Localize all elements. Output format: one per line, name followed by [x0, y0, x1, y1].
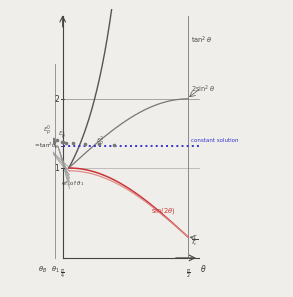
Text: $\sin(2\theta)$: $\sin(2\theta)$ [151, 206, 176, 216]
Text: ef. of $\theta_1$: ef. of $\theta_1$ [61, 179, 84, 188]
Text: $\varepsilon_p^1$: $\varepsilon_p^1$ [58, 128, 67, 143]
Text: $1$: $1$ [54, 162, 60, 173]
Text: $2$: $2$ [54, 93, 60, 104]
Text: constant solution: constant solution [191, 138, 239, 143]
Text: $\frac{\pi}{4}$: $\frac{\pi}{4}$ [60, 267, 65, 280]
Text: $\theta_1$: $\theta_1$ [51, 265, 59, 275]
Text: $\varepsilon_p^0$: $\varepsilon_p^0$ [43, 123, 51, 138]
Text: $2\sin^2\theta$: $2\sin^2\theta$ [191, 84, 215, 95]
Text: $\frac{1}{\lambda_v}$: $\frac{1}{\lambda_v}$ [191, 233, 198, 248]
Text: $\varepsilon_p^2$: $\varepsilon_p^2$ [96, 134, 105, 149]
Text: $\theta$: $\theta$ [200, 263, 207, 274]
Text: $\frac{\pi}{2}$: $\frac{\pi}{2}$ [186, 267, 191, 280]
Text: $=\tan^2\!\theta_B$: $=\tan^2\!\theta_B$ [33, 141, 60, 151]
Text: $\theta_B$: $\theta_B$ [38, 265, 47, 275]
Text: $\tan^2\theta$: $\tan^2\theta$ [191, 34, 212, 46]
